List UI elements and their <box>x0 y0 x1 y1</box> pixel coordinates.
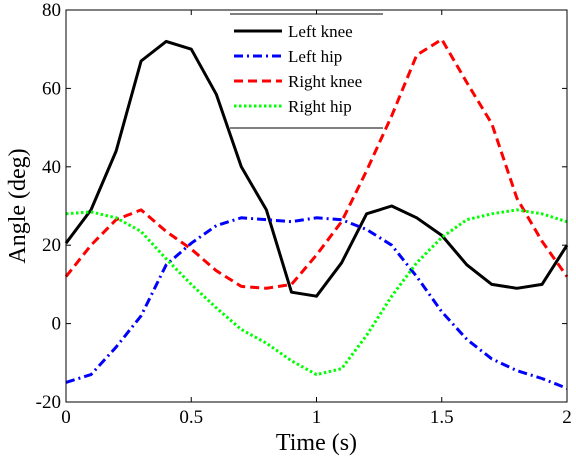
y-tick-label: 60 <box>42 78 61 99</box>
series-line-right-hip <box>65 208 568 377</box>
series-layer <box>64 37 569 390</box>
x-axis-title: Time (s) <box>276 430 357 456</box>
x-tick-label: 2 <box>562 407 572 428</box>
x-tick-label: 1 <box>312 407 322 428</box>
y-tick-label: 40 <box>42 157 61 178</box>
legend-label: Right hip <box>288 97 352 116</box>
series-line-right-knee <box>64 37 569 290</box>
legend-label: Right knee <box>288 72 362 91</box>
legend-label: Left hip <box>288 47 342 66</box>
series-line-left-hip <box>65 216 568 390</box>
x-tick-label: 0 <box>61 407 71 428</box>
y-tick-label: -20 <box>36 392 61 413</box>
y-tick-label: 80 <box>42 0 61 21</box>
y-tick-label: 20 <box>42 235 61 256</box>
x-tick-label: 0.5 <box>179 407 203 428</box>
legend-box <box>230 14 383 128</box>
x-tick-label: 1.5 <box>430 407 454 428</box>
legend-label: Left knee <box>288 22 353 41</box>
legend: Left knee Left hip Right knee Right hip <box>230 13 383 129</box>
y-axis-title: Angle (deg) <box>5 148 31 263</box>
y-tick-label: 0 <box>52 314 62 335</box>
series-line-left-knee <box>64 39 569 298</box>
